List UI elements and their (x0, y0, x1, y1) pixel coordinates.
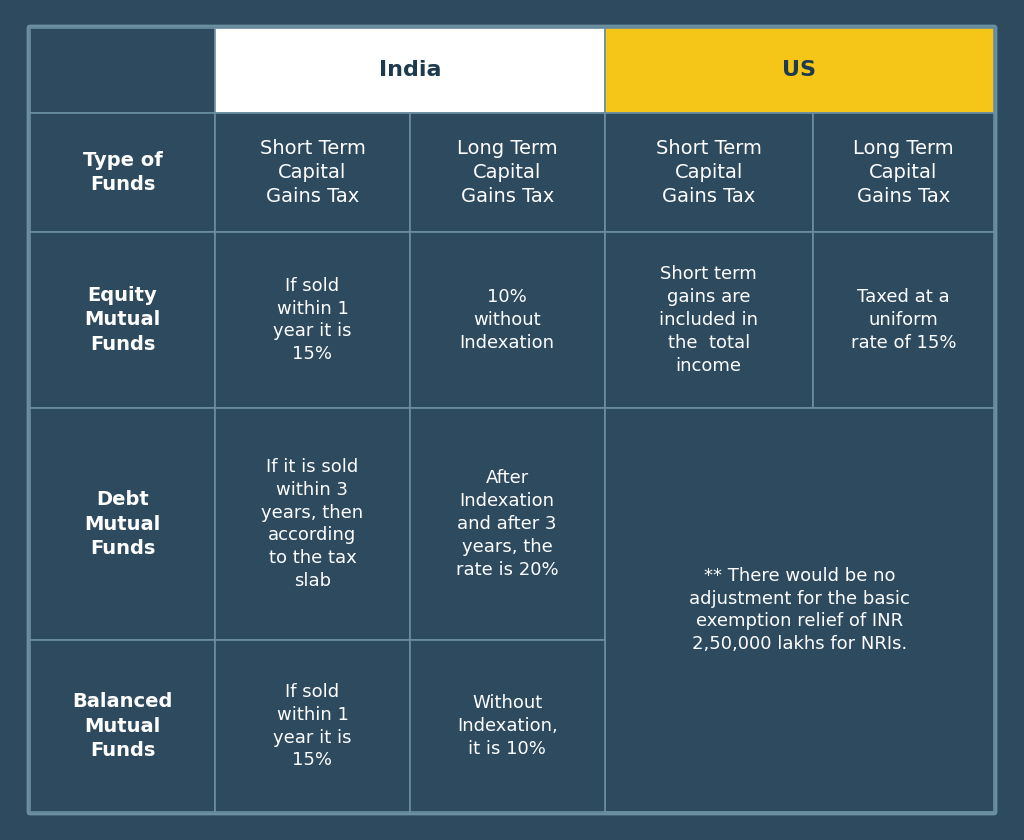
Bar (215, 232, 410, 408)
Bar (30, 232, 215, 408)
Bar (215, 28, 604, 113)
Text: If sold
within 1
year it is
15%: If sold within 1 year it is 15% (273, 276, 351, 364)
Bar (215, 113, 410, 232)
Text: Short term
gains are
included in
the  total
income: Short term gains are included in the tot… (659, 265, 758, 375)
Bar (30, 28, 215, 113)
Text: Debt
Mutual
Funds: Debt Mutual Funds (84, 491, 161, 558)
Bar (410, 232, 604, 408)
Text: Long Term
Capital
Gains Tax: Long Term Capital Gains Tax (853, 139, 953, 206)
Text: Long Term
Capital
Gains Tax: Long Term Capital Gains Tax (457, 139, 557, 206)
Bar (813, 232, 994, 408)
Text: If sold
within 1
year it is
15%: If sold within 1 year it is 15% (273, 683, 351, 769)
Text: Without
Indexation,
it is 10%: Without Indexation, it is 10% (457, 694, 557, 758)
Bar (604, 28, 994, 113)
Text: US: US (782, 60, 816, 81)
Bar (410, 113, 604, 232)
Bar (604, 232, 813, 408)
Bar (410, 408, 604, 640)
Bar (30, 640, 215, 812)
Bar (813, 113, 994, 232)
Text: Balanced
Mutual
Funds: Balanced Mutual Funds (73, 692, 173, 760)
Text: Equity
Mutual
Funds: Equity Mutual Funds (84, 286, 161, 354)
Bar (604, 408, 994, 812)
Text: Type of
Funds: Type of Funds (83, 150, 163, 194)
Text: India: India (379, 60, 441, 81)
Bar (30, 113, 215, 232)
Text: If it is sold
within 3
years, then
according
to the tax
slab: If it is sold within 3 years, then accor… (261, 458, 364, 591)
Bar (410, 640, 604, 812)
Bar (604, 113, 813, 232)
Text: 10%
without
Indexation: 10% without Indexation (460, 288, 555, 352)
Bar (30, 408, 215, 640)
Text: After
Indexation
and after 3
years, the
rate is 20%: After Indexation and after 3 years, the … (456, 470, 558, 579)
Text: Taxed at a
uniform
rate of 15%: Taxed at a uniform rate of 15% (851, 288, 956, 352)
Text: Short Term
Capital
Gains Tax: Short Term Capital Gains Tax (259, 139, 366, 206)
Bar (215, 640, 410, 812)
Bar (215, 408, 410, 640)
Text: Short Term
Capital
Gains Tax: Short Term Capital Gains Tax (655, 139, 762, 206)
Text: ** There would be no
adjustment for the basic
exemption relief of INR
2,50,000 l: ** There would be no adjustment for the … (689, 567, 909, 654)
